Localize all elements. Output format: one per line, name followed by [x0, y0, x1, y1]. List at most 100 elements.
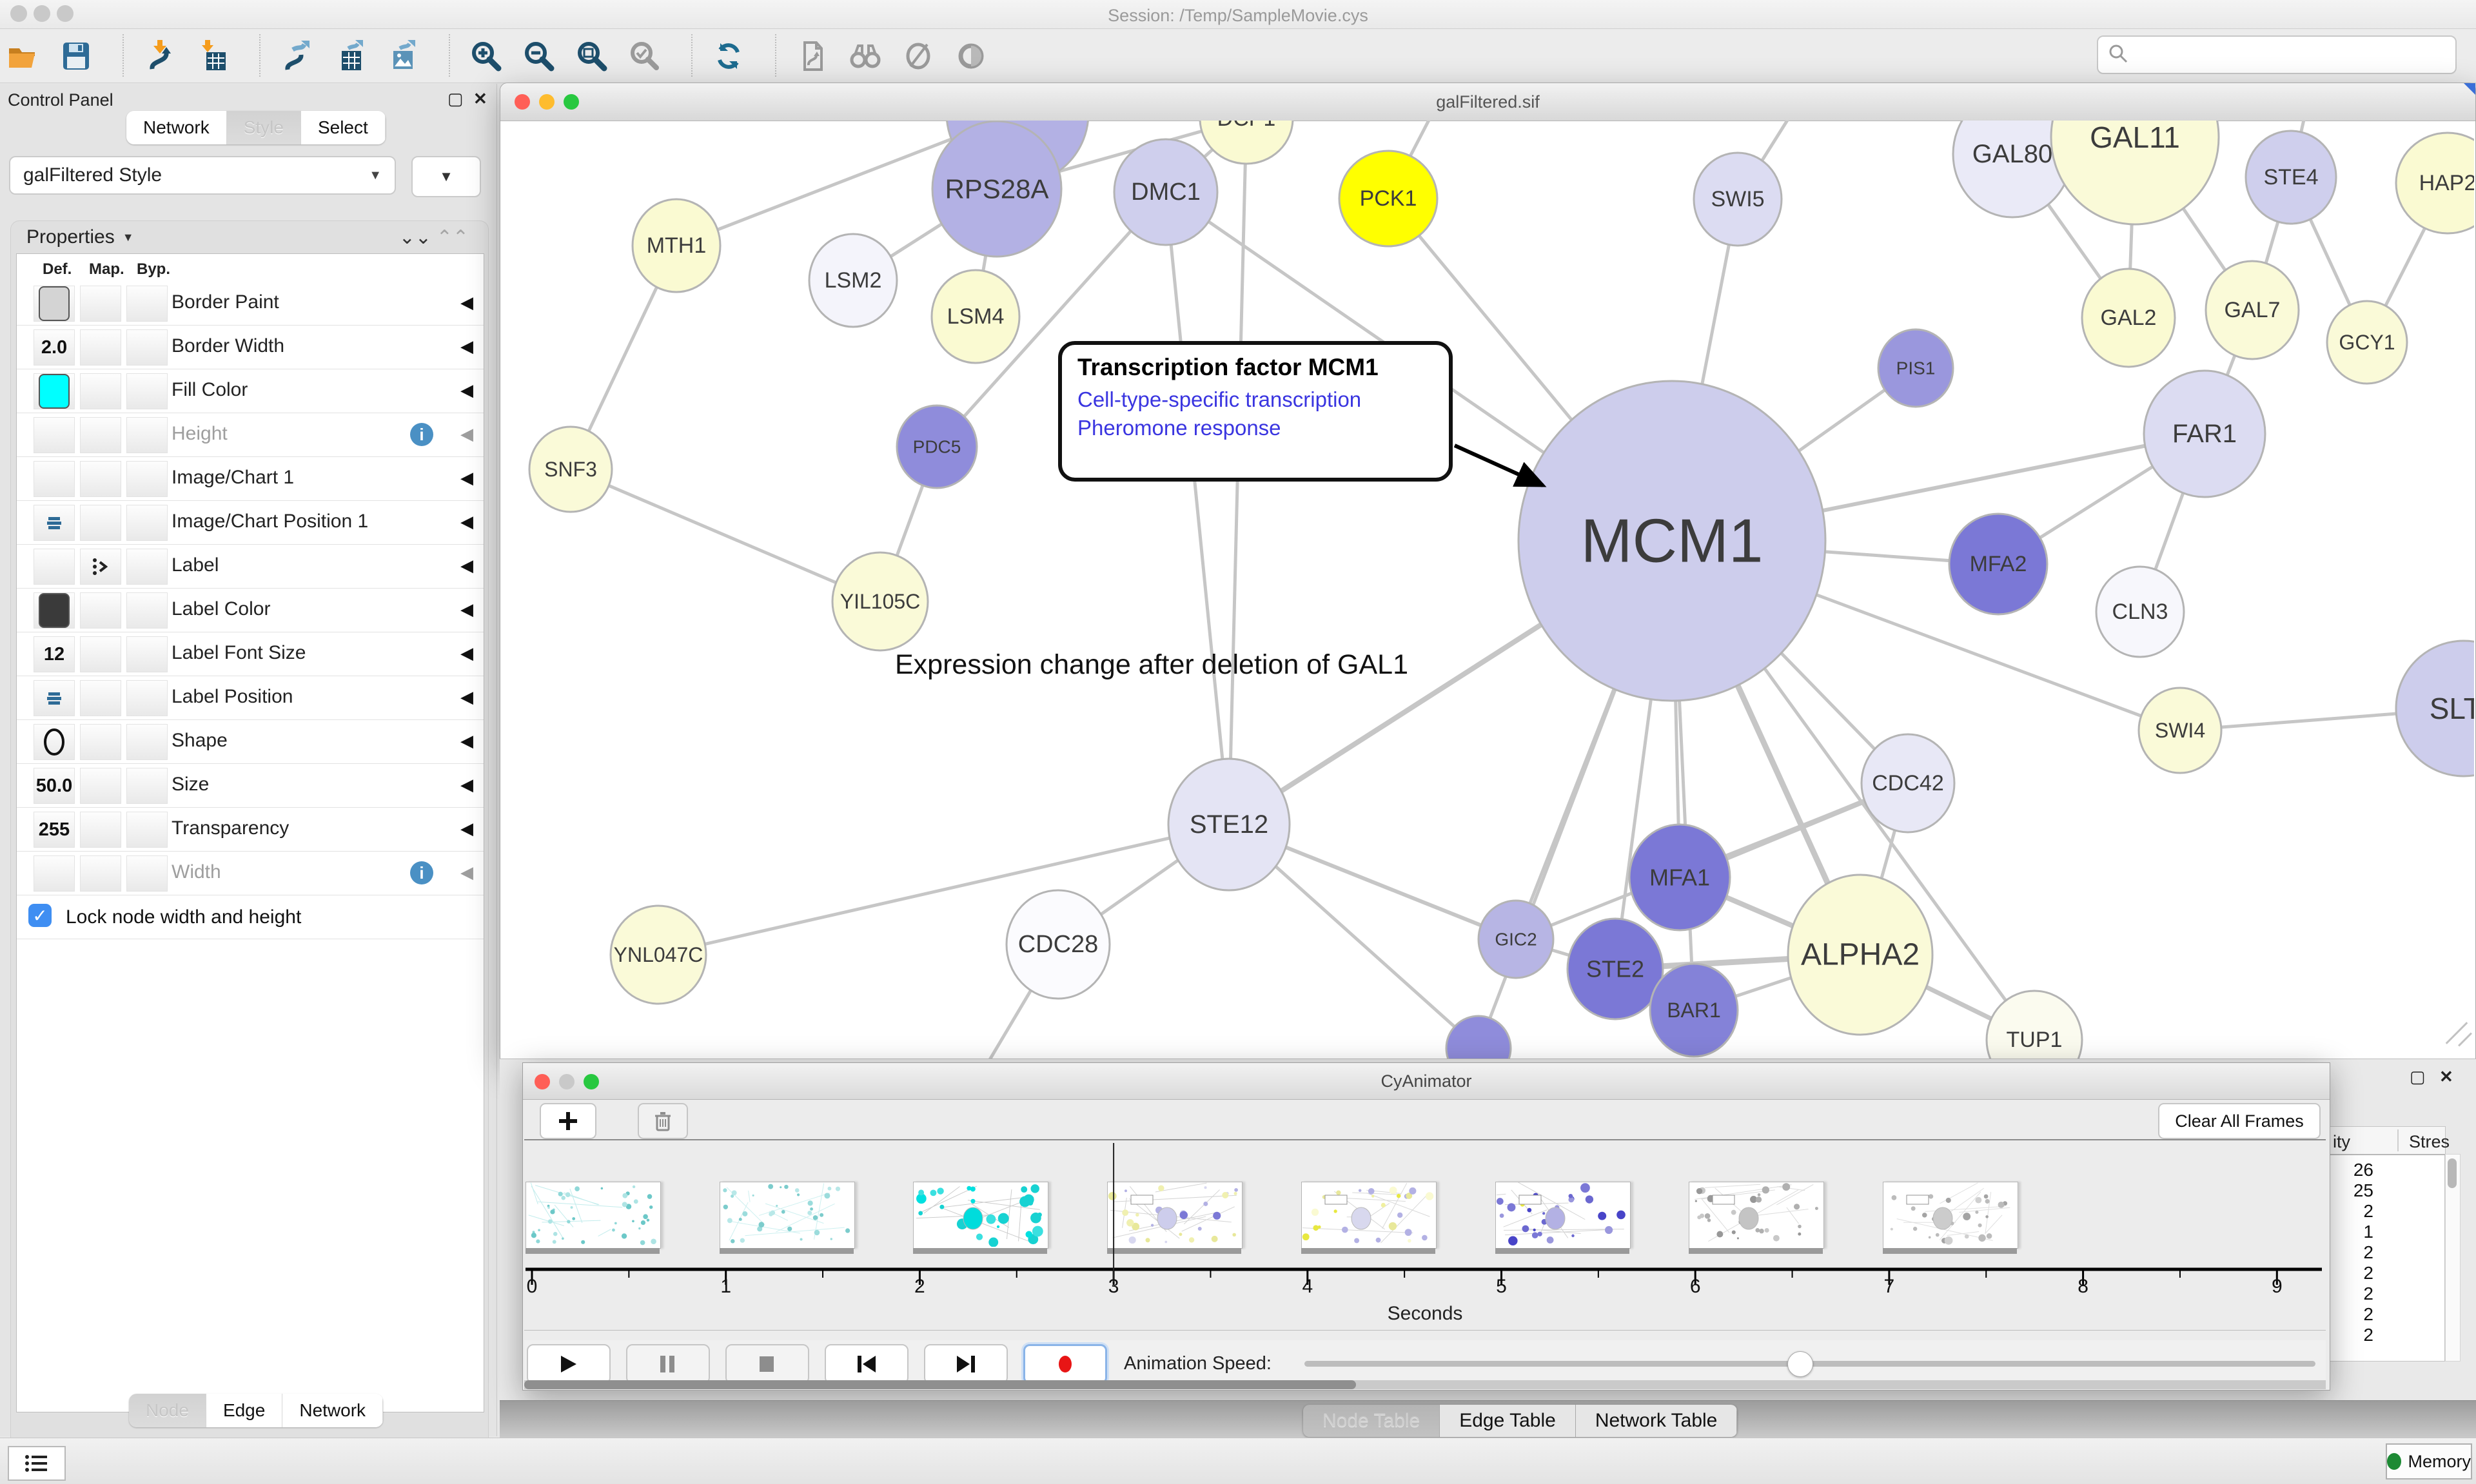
property-row-size[interactable]: 50.0 Size ◀ — [17, 763, 484, 808]
table-cell[interactable]: 1 — [2363, 1222, 2373, 1242]
expand-arrow-icon[interactable]: ◀ — [460, 819, 473, 838]
def-cell[interactable] — [34, 373, 75, 409]
network-node-MFA2[interactable]: MFA2 — [1948, 513, 2049, 616]
network-node-RPS28A[interactable]: RPS28A — [931, 121, 1063, 258]
refresh-icon[interactable] — [711, 38, 747, 74]
byp-cell[interactable] — [126, 286, 168, 322]
property-row-transparency[interactable]: 255 Transparency ◀ — [17, 807, 484, 852]
network-node-LSM4[interactable]: LSM4 — [930, 269, 1021, 364]
network-node-SWI4[interactable]: SWI4 — [2137, 687, 2223, 774]
save-session-icon[interactable] — [58, 38, 94, 74]
frame-thumbnail-7[interactable] — [1882, 1182, 2018, 1249]
zoom-icon[interactable] — [584, 1074, 599, 1089]
byp-cell[interactable] — [126, 680, 168, 716]
horizontal-scrollbar[interactable] — [524, 1380, 2326, 1389]
expand-arrow-icon[interactable]: ◀ — [460, 731, 473, 750]
map-cell[interactable] — [80, 286, 121, 322]
network-node-FAR1[interactable]: FAR1 — [2143, 369, 2266, 498]
expand-arrow-icon[interactable]: ◀ — [460, 863, 473, 882]
export-image-icon[interactable] — [384, 38, 420, 74]
map-cell[interactable] — [80, 724, 121, 760]
task-history-button[interactable] — [8, 1446, 66, 1481]
byp-cell[interactable] — [126, 461, 168, 497]
network-node-GAL7[interactable]: GAL7 — [2205, 260, 2300, 360]
network-node-PIS1[interactable]: PIS1 — [1877, 328, 1954, 408]
column-divider[interactable] — [2397, 1129, 2399, 1151]
minimize-icon[interactable] — [539, 94, 555, 110]
frame-thumbnail-6[interactable] — [1689, 1182, 1825, 1249]
open-session-icon[interactable] — [5, 38, 41, 74]
annotation-box[interactable]: Transcription factor MCM1 Cell-type-spec… — [1058, 341, 1453, 482]
network-node-GAL11[interactable]: GAL11 — [2050, 121, 2220, 226]
float-panel-icon[interactable]: ▢ — [2410, 1067, 2426, 1086]
network-node-GCY1[interactable]: GCY1 — [2326, 300, 2408, 385]
close-icon[interactable] — [515, 94, 530, 110]
expand-arrow-icon[interactable]: ◀ — [460, 293, 473, 312]
property-row-width[interactable]: Width i ◀ — [17, 851, 484, 895]
tab-edge-table[interactable]: Edge Table — [1440, 1405, 1576, 1437]
network-titlebar[interactable]: galFiltered.sif — [500, 83, 2475, 121]
network-node-CDC42[interactable]: CDC42 — [1860, 733, 1956, 834]
property-row-label-position[interactable]: Label Position ◀ — [17, 676, 484, 720]
table-cell[interactable]: 2 — [2363, 1263, 2373, 1283]
skip-start-button[interactable] — [825, 1344, 909, 1384]
tab-network[interactable]: Network — [126, 111, 227, 144]
expand-arrow-icon[interactable]: ◀ — [460, 380, 473, 400]
network-node-STE2[interactable]: STE2 — [1566, 917, 1664, 1020]
style-selector[interactable]: galFiltered Style ▼ — [9, 156, 396, 195]
speed-slider[interactable] — [1304, 1351, 2315, 1377]
tab-style[interactable]: Style — [226, 111, 301, 144]
network-node-SWI5[interactable]: SWI5 — [1693, 151, 1783, 247]
expand-arrow-icon[interactable]: ◀ — [460, 424, 473, 444]
map-cell[interactable] — [80, 812, 121, 848]
byp-cell[interactable] — [126, 329, 168, 366]
map-cell[interactable] — [80, 373, 121, 409]
map-cell[interactable] — [80, 768, 121, 804]
table-cell[interactable]: 2 — [2363, 1201, 2373, 1221]
property-row-label-color[interactable]: Label Color ◀ — [17, 588, 484, 632]
column-header[interactable]: Stres — [2409, 1132, 2450, 1151]
expand-arrow-icon[interactable]: ◀ — [460, 337, 473, 356]
byp-cell[interactable] — [126, 417, 168, 453]
property-row-image-chart-1[interactable]: Image/Chart 1 ◀ — [17, 456, 484, 501]
byp-cell[interactable] — [126, 724, 168, 760]
add-frame-button[interactable] — [540, 1103, 596, 1139]
table-cell[interactable]: 26 — [2353, 1160, 2373, 1180]
clear-all-frames-button[interactable]: Clear All Frames — [2158, 1103, 2321, 1139]
byp-cell[interactable] — [126, 592, 168, 629]
def-cell[interactable] — [34, 286, 75, 322]
import-table-icon[interactable] — [195, 38, 231, 74]
def-cell[interactable] — [34, 549, 75, 585]
skip-end-button[interactable] — [924, 1344, 1008, 1384]
byp-cell[interactable] — [126, 768, 168, 804]
table-cell[interactable]: 2 — [2363, 1304, 2373, 1324]
cyanimator-titlebar[interactable]: CyAnimator — [523, 1063, 2330, 1100]
def-cell[interactable]: 12 — [34, 636, 75, 672]
map-cell[interactable] — [80, 417, 121, 453]
tab-edge[interactable]: Edge — [206, 1394, 283, 1427]
expand-arrow-icon[interactable]: ◀ — [460, 556, 473, 575]
network-node-YIL105C[interactable]: YIL105C — [831, 551, 929, 652]
position-icon[interactable] — [34, 505, 75, 541]
expand-arrow-icon[interactable]: ◀ — [460, 643, 473, 663]
record-button[interactable] — [1023, 1344, 1107, 1384]
def-cell[interactable] — [34, 461, 75, 497]
property-row-image-chart-position-1[interactable]: Image/Chart Position 1 ◀ — [17, 500, 484, 545]
property-row-height[interactable]: Height i ◀ — [17, 413, 484, 457]
network-node-GIC2[interactable]: GIC2 — [1477, 899, 1555, 979]
frame-thumbnail-1[interactable] — [719, 1182, 855, 1249]
byp-cell[interactable] — [126, 855, 168, 892]
def-cell[interactable] — [34, 855, 75, 892]
zoom-selected-icon[interactable] — [627, 38, 663, 74]
search-input[interactable] — [2097, 35, 2457, 74]
frame-thumbnail-4[interactable] — [1301, 1182, 1437, 1249]
def-cell[interactable] — [34, 417, 75, 453]
network-node-BAR1[interactable]: BAR1 — [1649, 962, 1739, 1058]
import-network-icon[interactable] — [142, 38, 178, 74]
table-cell[interactable]: 2 — [2363, 1242, 2373, 1262]
binoculars-icon[interactable] — [847, 38, 883, 74]
network-node-GAL2[interactable]: GAL2 — [2081, 268, 2176, 368]
table-cell[interactable]: 2 — [2363, 1325, 2373, 1345]
expand-arrow-icon[interactable]: ◀ — [460, 600, 473, 619]
network-node-YNL047C[interactable]: YNL047C — [609, 904, 707, 1005]
